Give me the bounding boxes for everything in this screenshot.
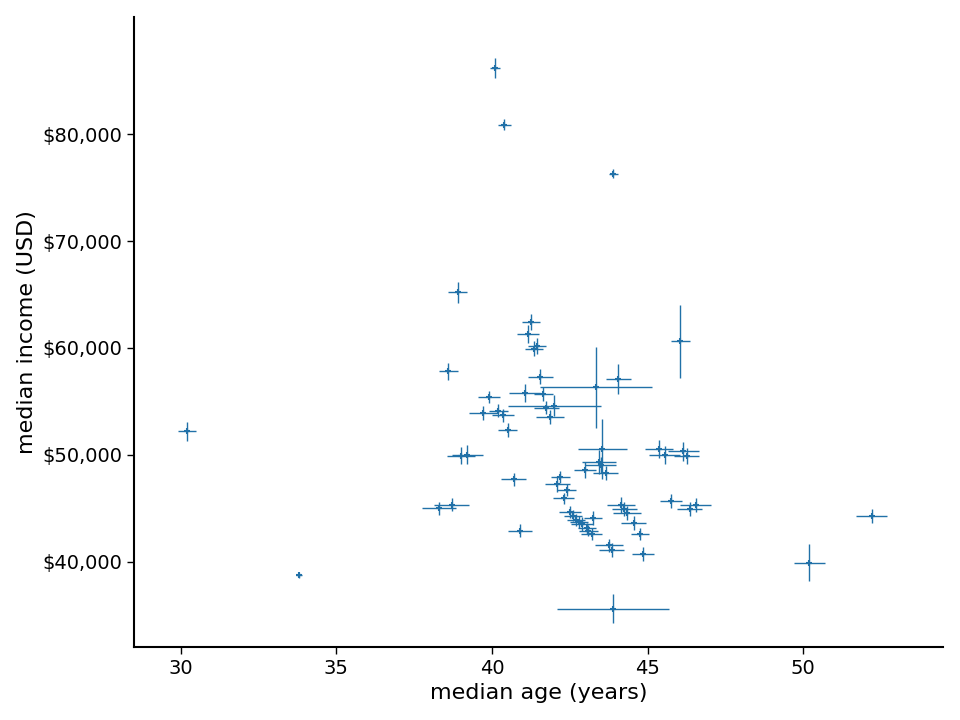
Y-axis label: median income (USD): median income (USD) [16, 210, 36, 454]
X-axis label: median age (years): median age (years) [430, 683, 647, 703]
